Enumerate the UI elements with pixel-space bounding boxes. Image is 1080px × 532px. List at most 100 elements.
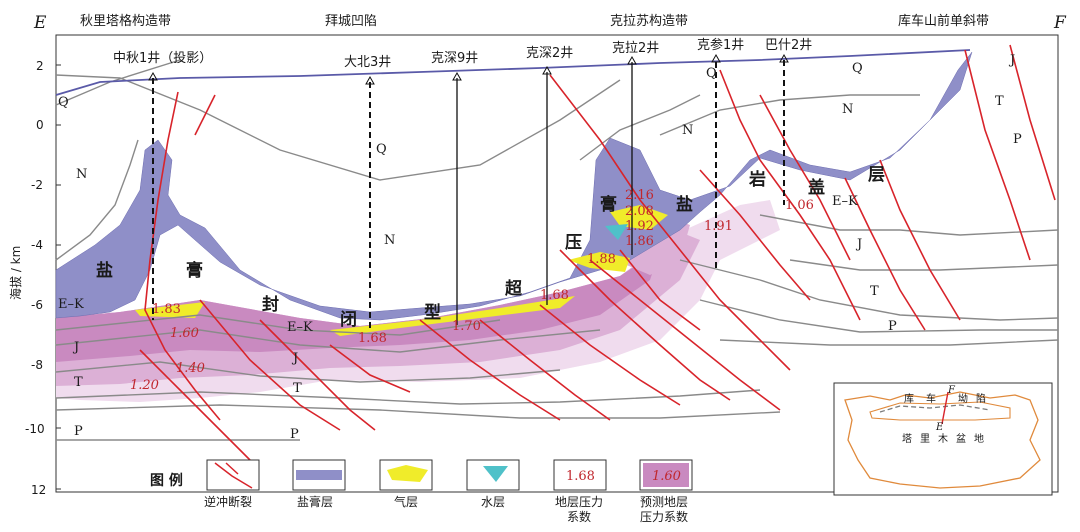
pressure-value: 1.83 [152, 302, 181, 317]
legend-label: 气层 [394, 494, 418, 509]
predicted-value: 1.60 [170, 326, 199, 341]
predicted-icon [643, 463, 689, 487]
pressure-value: 1.88 [587, 252, 616, 267]
y-axis: 2 0 -2 -4 -6 -8 -10 12 海拔 / km [8, 59, 61, 497]
inset-label: 陷 [976, 392, 986, 405]
pressure-value: 1.06 [785, 198, 814, 213]
fault-icon [214, 462, 253, 489]
seal-caption-char: 闭 [340, 309, 357, 330]
well-marker-icon [148, 71, 158, 81]
legend-swatch-pressure [553, 459, 607, 491]
inset-label: 里 [920, 433, 930, 445]
gas-layer [330, 296, 575, 336]
y-tick-label: -6 [31, 298, 43, 312]
inset-label-f: F [947, 385, 956, 396]
well-marker-icon [365, 75, 375, 85]
formation-label: N [842, 102, 853, 117]
y-tick-label: 12 [31, 483, 46, 497]
well-marker-icon [627, 55, 637, 65]
formation-label: P [888, 319, 897, 334]
seal-caption-char: 层 [868, 165, 885, 185]
legend-label: 系数 [567, 509, 591, 524]
salt-icon [296, 470, 342, 480]
well-name: 大北3井 [344, 55, 391, 70]
inset-label: 车 [926, 392, 936, 405]
formation-label: T [870, 284, 879, 299]
formation-label: Q [58, 95, 69, 110]
seal-caption-char: 型 [424, 302, 441, 323]
seal-caption-char: 盐 [96, 260, 113, 281]
salt-layer [55, 51, 973, 321]
formation-label: E–K [287, 320, 313, 335]
inset-label-e: E [935, 422, 944, 433]
y-tick-label: 2 [36, 59, 44, 73]
seal-caption-char: 封 [262, 294, 279, 315]
formation-label: N [384, 233, 395, 248]
inset-label: 塔 [902, 432, 912, 445]
legend-label: 地层压力 [555, 495, 603, 509]
gas-layer [610, 205, 668, 230]
well-name: 克参1井 [697, 37, 744, 53]
formation-label: Q [852, 61, 863, 76]
formation-label: J [291, 351, 298, 366]
well-marker-icon [711, 53, 721, 63]
legend-title: 图 例 [150, 472, 183, 489]
inset-label: 坳 [958, 392, 968, 405]
seal-caption-char: 超 [505, 278, 523, 299]
well-name: 克深2井 [526, 46, 573, 61]
legend-label: 盐膏层 [297, 494, 333, 509]
section-line [941, 391, 949, 425]
well-name: 克拉2井 [612, 41, 659, 56]
legend-label: 预测地层 [640, 495, 688, 509]
legend-sample-value: 1.60 [652, 469, 681, 484]
formation-label: E–K [832, 194, 858, 209]
formation-label: N [682, 123, 693, 138]
inset-frame [833, 382, 1053, 496]
inset-label: 地 [974, 432, 984, 445]
formation-label: N [76, 167, 87, 182]
formation-label: J [855, 237, 862, 252]
formation-label: J [1008, 53, 1015, 68]
corner-f: F [1053, 13, 1067, 33]
well-name: 巴什2井 [765, 38, 812, 53]
formation-labels: Q N E–K J T P Q N E–K J T P Q Q N N E–K … [58, 53, 1022, 442]
wells [148, 53, 789, 330]
surface-line [55, 49, 971, 96]
pressure-value: 1.92 [625, 219, 654, 234]
zone-title: 克拉苏构造带 [610, 13, 688, 29]
section-trace [879, 404, 991, 413]
seal-caption-char: 膏 [600, 194, 617, 215]
zone-title: 拜城凹陷 [325, 14, 377, 29]
inset-map: 库 车 坳 陷 塔 里 木 盆 地 F E [833, 382, 1053, 496]
inset-labels: 库 车 坳 陷 塔 里 木 盆 地 F E [902, 385, 986, 445]
legend-label: 压力系数 [640, 509, 688, 524]
formation-label: Q [706, 66, 717, 81]
kuqa-depression-outline [869, 401, 1011, 421]
seal-caption: 盐 膏 封 闭 型 超 压 膏 盐 岩 盖 层 [96, 165, 885, 330]
well-marker-icon [542, 65, 552, 75]
inset-label: 木 [938, 433, 948, 445]
well-name: 克深9井 [431, 51, 478, 66]
well-name: 中秋1井（投影） [113, 50, 212, 66]
pressure-value: 1.68 [358, 331, 387, 346]
legend-label: 逆冲断裂 [204, 494, 252, 509]
formation-label: J [72, 340, 79, 355]
inset-label: 盆 [956, 432, 966, 445]
predicted-values: 1.60 1.40 1.20 [130, 326, 205, 393]
pressure-value: 1.91 [704, 219, 733, 234]
gas-layer [568, 252, 630, 272]
legend-label: 水层 [481, 495, 505, 509]
legend-sample-value: 1.68 [566, 469, 595, 484]
formation-label: P [74, 424, 83, 439]
pressure-value: 2.08 [625, 204, 654, 219]
corner-e: E [33, 13, 47, 33]
gas-icon [387, 465, 428, 482]
zone-title: 秋里塔格构造带 [80, 13, 171, 29]
y-tick-label: -4 [31, 238, 43, 252]
seal-caption-char: 压 [565, 233, 582, 253]
y-axis-label: 海拔 / km [8, 246, 23, 300]
zone-title: 库车山前单斜带 [898, 13, 989, 29]
pressure-value: 1.70 [452, 319, 481, 334]
y-tick-label: -2 [31, 178, 43, 192]
